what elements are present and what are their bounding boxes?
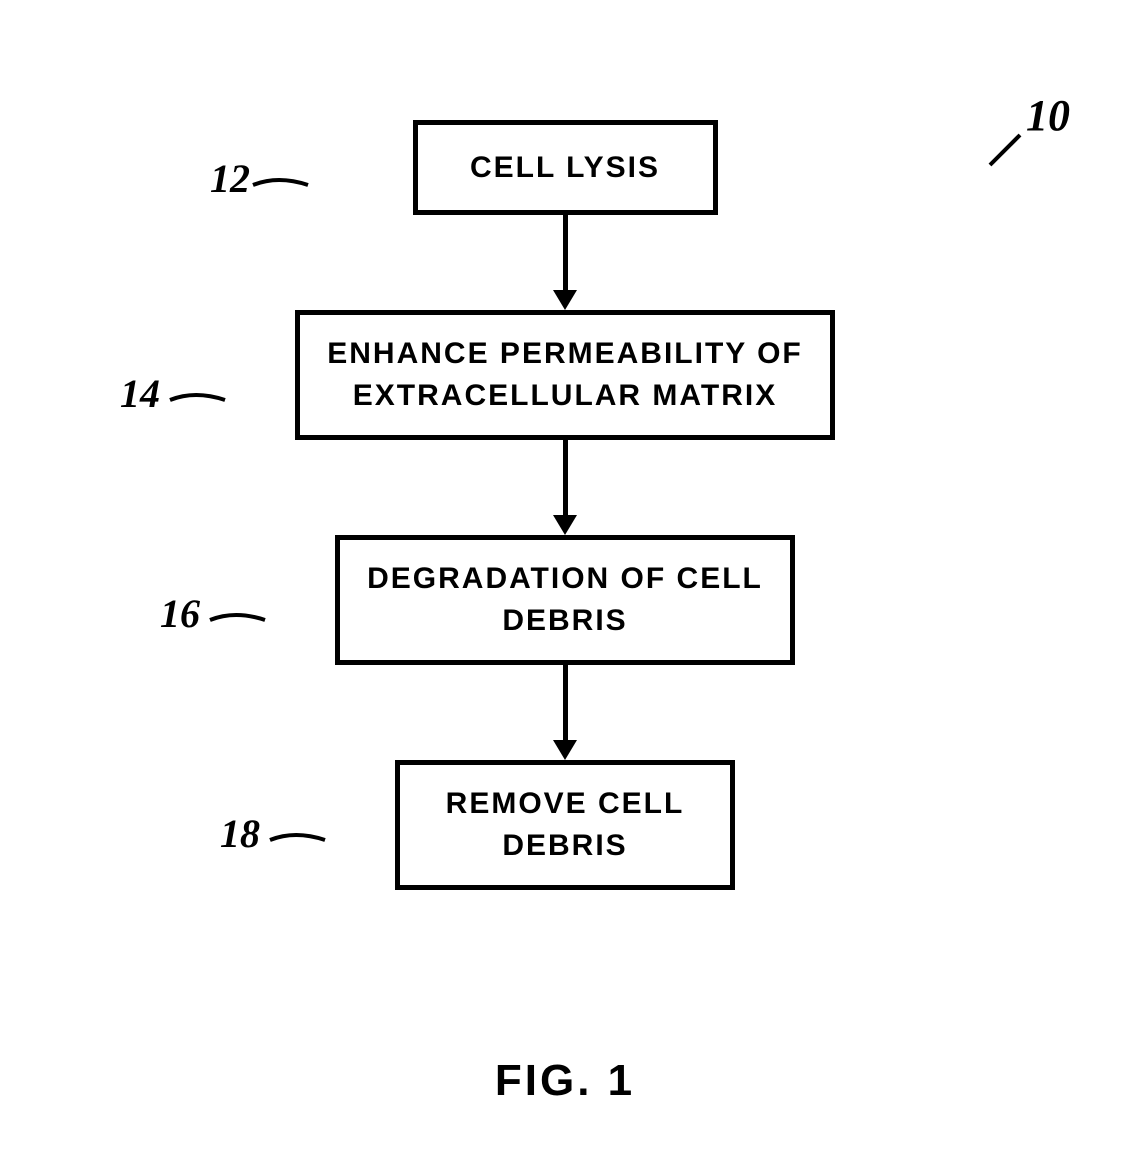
box-text: DEGRADATION OF CELL DEBRIS xyxy=(367,558,763,642)
lead-line-18 xyxy=(265,825,335,855)
label-14: 14 xyxy=(120,370,160,417)
lead-line-12 xyxy=(248,170,318,200)
label-text: 16 xyxy=(160,591,200,636)
label-text: 10 xyxy=(1026,91,1070,140)
box-text: CELL LYSIS xyxy=(470,147,660,189)
box-text: REMOVE CELL DEBRIS xyxy=(446,783,685,867)
flow-box-remove-debris: REMOVE CELL DEBRIS xyxy=(395,760,735,890)
arrow-1 xyxy=(553,215,577,310)
label-18: 18 xyxy=(220,810,260,857)
flowchart-container: CELL LYSIS ENHANCE PERMEABILITY OF EXTRA… xyxy=(295,120,835,890)
arrow-head-icon xyxy=(553,290,577,310)
label-text: 12 xyxy=(210,156,250,201)
flow-box-cell-lysis: CELL LYSIS xyxy=(413,120,718,215)
figure-caption: FIG. 1 xyxy=(495,1056,635,1106)
label-10: 10 xyxy=(1026,90,1070,141)
box-text: ENHANCE PERMEABILITY OF EXTRACELLULAR MA… xyxy=(327,333,802,417)
arrow-2 xyxy=(553,440,577,535)
label-text: 18 xyxy=(220,811,260,856)
lead-line-10 xyxy=(985,130,1025,170)
label-12: 12 xyxy=(210,155,250,202)
arrow-shaft xyxy=(563,665,568,740)
label-text: 14 xyxy=(120,371,160,416)
arrow-shaft xyxy=(563,440,568,515)
lead-line-14 xyxy=(165,385,235,415)
lead-line-16 xyxy=(205,605,275,635)
caption-text: FIG. 1 xyxy=(495,1056,635,1105)
arrow-shaft xyxy=(563,215,568,290)
flow-box-enhance-permeability: ENHANCE PERMEABILITY OF EXTRACELLULAR MA… xyxy=(295,310,835,440)
arrow-3 xyxy=(553,665,577,760)
label-16: 16 xyxy=(160,590,200,637)
arrow-head-icon xyxy=(553,515,577,535)
arrow-head-icon xyxy=(553,740,577,760)
flow-box-degradation: DEGRADATION OF CELL DEBRIS xyxy=(335,535,795,665)
